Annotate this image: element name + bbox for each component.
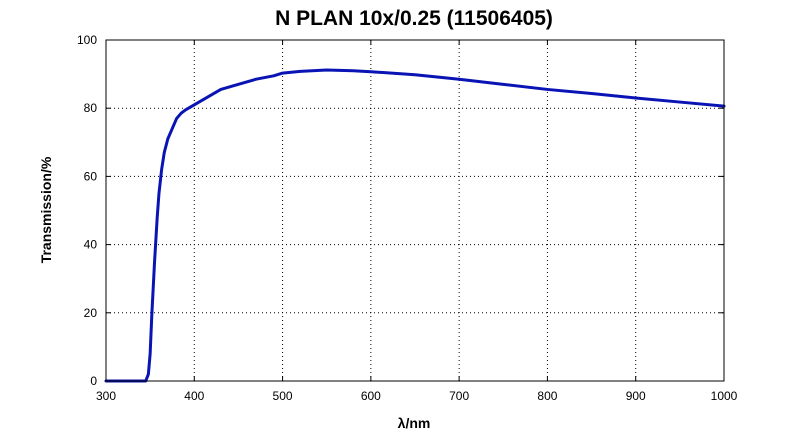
axis-ticks — [105, 39, 725, 382]
y-tick-labels: 0 20 40 60 80 100 — [77, 33, 97, 388]
x-tick-label: 300 — [96, 389, 116, 403]
x-tick-label: 1000 — [711, 389, 738, 403]
y-tick-label: 100 — [77, 33, 97, 47]
y-tick-label: 0 — [90, 374, 97, 388]
y-axis-label: Transmission/% — [38, 156, 54, 263]
y-tick-label: 80 — [84, 101, 98, 115]
x-tick-label: 800 — [537, 389, 557, 403]
x-tick-label: 700 — [449, 389, 469, 403]
x-tick-labels: 300 400 500 600 700 800 900 1000 — [96, 389, 738, 403]
gridlines — [106, 40, 724, 381]
y-tick-label: 20 — [84, 306, 98, 320]
y-tick-label: 40 — [84, 238, 98, 252]
transmission-series-line — [104, 68, 726, 383]
y-tick-label: 60 — [84, 169, 98, 183]
x-tick-label: 900 — [626, 389, 646, 403]
chart-title: N PLAN 10x/0.25 (11506405) — [275, 7, 553, 30]
x-tick-label: 600 — [361, 389, 381, 403]
plot-area-frame — [105, 39, 725, 382]
x-axis-label: λ/nm — [398, 415, 431, 431]
x-tick-label: 500 — [273, 389, 293, 403]
x-tick-label: 400 — [184, 389, 204, 403]
